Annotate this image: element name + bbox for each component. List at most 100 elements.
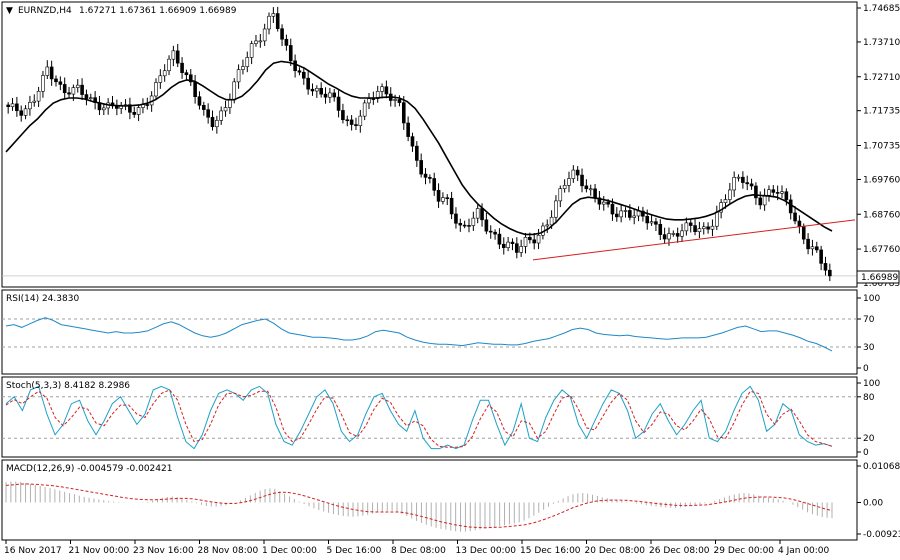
candle-body xyxy=(597,197,602,205)
candle-body xyxy=(323,93,328,98)
candle-body xyxy=(171,50,176,60)
candle-body xyxy=(397,99,402,103)
candle-body xyxy=(145,104,150,106)
candle-body xyxy=(680,230,684,237)
candle-body xyxy=(693,225,697,232)
candle-body xyxy=(501,243,506,248)
symbol-label: EURNZD,H4 xyxy=(18,6,72,16)
candle-body xyxy=(471,217,476,226)
candle-body xyxy=(619,210,623,218)
candle-body xyxy=(675,233,680,237)
candle-body xyxy=(771,189,776,193)
price-tick-label: 1.71735 xyxy=(863,107,900,117)
candle-body xyxy=(536,234,541,244)
candle-body xyxy=(741,176,745,183)
candle-body xyxy=(819,249,823,264)
candle-body xyxy=(697,228,702,232)
candle-body xyxy=(797,220,802,227)
candle-body xyxy=(36,90,41,102)
price-panel-frame xyxy=(1,1,858,288)
candle-body xyxy=(80,84,84,95)
candle-body xyxy=(202,105,206,110)
candle-body xyxy=(584,185,589,190)
candle-body xyxy=(175,50,180,64)
candle-body xyxy=(102,107,106,111)
candle-body xyxy=(488,230,493,233)
candle-body xyxy=(62,84,67,94)
candle-body xyxy=(245,57,250,67)
candle-body xyxy=(580,174,584,187)
candle-body xyxy=(523,236,528,247)
dropdown-arrow-icon[interactable]: ▼ xyxy=(6,6,13,16)
candle-body xyxy=(236,69,241,83)
candle-body xyxy=(575,169,580,176)
x-tick-label: 4 Jan 00:00 xyxy=(778,546,830,556)
candle-body xyxy=(280,28,284,40)
candle-body xyxy=(458,222,463,226)
candle-body xyxy=(88,97,93,99)
candle-body xyxy=(745,182,750,185)
candle-body xyxy=(606,201,610,205)
candle-body xyxy=(588,188,593,191)
candle-body xyxy=(45,66,50,76)
candle-body xyxy=(510,241,515,244)
candle-body xyxy=(636,210,641,217)
candle-body xyxy=(184,72,189,76)
candle-body xyxy=(293,60,297,72)
candle-body xyxy=(662,234,667,240)
candle-body xyxy=(497,233,502,245)
candle-body xyxy=(284,38,289,46)
candle-body xyxy=(306,77,310,90)
candle-body xyxy=(441,197,445,202)
candle-body xyxy=(219,110,223,121)
price-tick-label: 1.67760 xyxy=(863,245,900,255)
candle-body xyxy=(601,201,606,205)
candle-body xyxy=(19,110,24,116)
candle-body xyxy=(701,226,706,229)
candle-body xyxy=(532,239,537,244)
candle-body xyxy=(706,226,710,230)
candle-body xyxy=(528,236,532,241)
price-tick-label: 1.72710 xyxy=(863,73,900,83)
macd-title: MACD(12,26,9) -0.004579 -0.002421 xyxy=(6,464,172,474)
candle-body xyxy=(128,104,132,113)
candle-body xyxy=(258,40,263,43)
current-price-label: 1.66989 xyxy=(861,273,898,283)
candle-body xyxy=(6,104,10,107)
x-tick-label: 20 Dec 08:00 xyxy=(585,546,646,556)
candle-body xyxy=(84,94,89,99)
candle-body xyxy=(32,100,37,103)
candle-body xyxy=(423,173,428,178)
candle-body xyxy=(758,197,763,206)
candle-body xyxy=(228,99,232,108)
candle-body xyxy=(801,226,806,240)
candle-body xyxy=(493,231,497,235)
candle-body xyxy=(267,15,271,30)
candle-body xyxy=(632,215,636,218)
candle-body xyxy=(654,221,658,225)
candle-body xyxy=(671,233,676,235)
candle-body xyxy=(767,189,771,196)
price-tick-label: 1.70735 xyxy=(863,142,900,152)
candle-body xyxy=(515,243,519,253)
candle-body xyxy=(301,71,306,79)
candle-body xyxy=(549,216,554,226)
x-tick-label: 5 Dec 16:00 xyxy=(327,546,382,556)
stoch-tick-label: 0 xyxy=(863,448,869,458)
ohlc-readout: 1.67271 1.67361 1.66909 1.66989 xyxy=(79,6,237,16)
stoch-panel-frame xyxy=(1,376,858,458)
candle-body xyxy=(215,120,219,128)
candle-body xyxy=(684,222,689,232)
candle-body xyxy=(341,110,345,121)
candle-body xyxy=(15,103,19,112)
x-tick-label: 28 Nov 08:00 xyxy=(198,546,259,556)
candle-body xyxy=(436,189,441,202)
price-tick-label: 1.68760 xyxy=(863,210,900,220)
candle-body xyxy=(615,213,619,218)
candle-body xyxy=(628,210,632,218)
trendline xyxy=(532,219,856,261)
candle-body xyxy=(780,191,784,194)
candle-body xyxy=(610,203,615,215)
candle-body xyxy=(554,200,558,218)
candle-body xyxy=(319,88,323,95)
